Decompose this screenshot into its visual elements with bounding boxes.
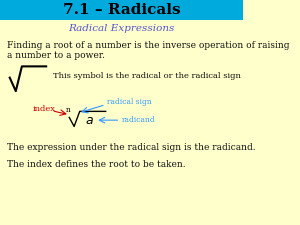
Text: radical sign: radical sign [107, 98, 152, 106]
Text: Finding a root of a number is the inverse operation of raising: Finding a root of a number is the invers… [7, 40, 290, 50]
Text: $a$: $a$ [85, 114, 94, 127]
FancyBboxPatch shape [0, 0, 243, 20]
Text: radicand: radicand [122, 116, 155, 124]
Text: index: index [33, 105, 56, 113]
Text: The expression under the radical sign is the radicand.: The expression under the radical sign is… [7, 143, 256, 152]
Text: This symbol is the radical or the radical sign: This symbol is the radical or the radica… [53, 72, 241, 81]
Text: The index defines the root to be taken.: The index defines the root to be taken. [7, 160, 186, 169]
Text: Radical Expressions: Radical Expressions [68, 24, 175, 33]
Text: n: n [66, 106, 71, 114]
Text: a number to a power.: a number to a power. [7, 51, 105, 60]
Text: 7.1 – Radicals: 7.1 – Radicals [63, 3, 180, 17]
